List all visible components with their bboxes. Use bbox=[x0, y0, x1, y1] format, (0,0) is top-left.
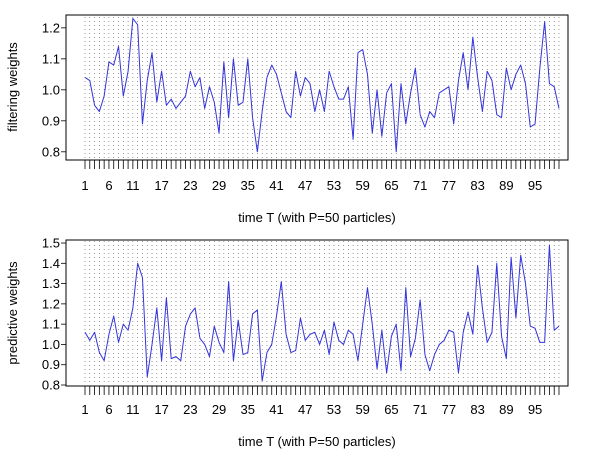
filtering-x-tick-label: 77 bbox=[442, 178, 456, 193]
filtering-x-tick-label: 71 bbox=[413, 178, 427, 193]
filtering-series bbox=[84, 18, 560, 153]
predictive-x-tick-label: 17 bbox=[154, 402, 168, 417]
predictive-x-tick-label: 89 bbox=[499, 402, 513, 417]
predictive-y-tick-label: 0.8 bbox=[42, 378, 60, 393]
filtering-x-tick-label: 83 bbox=[470, 178, 484, 193]
predictive-series bbox=[84, 244, 560, 382]
filtering-x-tick-label: 95 bbox=[528, 178, 542, 193]
filtering-x-tick-label: 41 bbox=[269, 178, 283, 193]
predictive-y-tick-label: 1.5 bbox=[42, 236, 60, 251]
filtering-x-tick-label: 47 bbox=[298, 178, 312, 193]
predictive-y-tick-label: 1.3 bbox=[42, 276, 60, 291]
filtering-y-axis: 0.8 0.9 1.0 1.1 1.2 bbox=[42, 20, 66, 159]
predictive-y-axis-label: predictive weights bbox=[5, 261, 20, 365]
predictive-x-tick-label: 1 bbox=[81, 402, 88, 417]
predictive-x-tick-label: 23 bbox=[183, 402, 197, 417]
filtering-y-tick-label: 1.0 bbox=[42, 82, 60, 97]
filtering-x-tick-label: 29 bbox=[212, 178, 226, 193]
predictive-y-tick-label: 1.2 bbox=[42, 296, 60, 311]
predictive-x-tick-label: 95 bbox=[528, 402, 542, 417]
filtering-x-ticks: 1 6 11 17 23 29 35 41 47 53 59 65 71 77 83 89 95 bbox=[81, 160, 560, 193]
predictive-y-tick-label: 0.9 bbox=[42, 357, 60, 372]
filtering-x-tick-label: 23 bbox=[183, 178, 197, 193]
predictive-x-tick-label: 11 bbox=[126, 402, 140, 417]
filtering-plot-box bbox=[65, 14, 569, 161]
predictive-weights-panel: 1 6 11 17 23 29 35 41 47 53 59 65 71 77 83 89 95 0.8 0.9 1… bbox=[5, 236, 569, 449]
predictive-x-tick-label: 77 bbox=[442, 402, 456, 417]
filtering-x-tick-label: 65 bbox=[384, 178, 398, 193]
filtering-series-line bbox=[84, 18, 560, 153]
predictive-x-axis-label: time T (with P=50 particles) bbox=[238, 434, 395, 449]
filtering-x-tick-label: 53 bbox=[327, 178, 341, 193]
predictive-x-tick-label: 41 bbox=[269, 402, 283, 417]
predictive-x-tick-label: 53 bbox=[327, 402, 341, 417]
filtering-x-tick-label: 59 bbox=[355, 178, 369, 193]
filtering-weights-panel: 1 6 11 17 23 29 35 41 47 53 59 65 71 77 83 89 95 0.8 0.9 1… bbox=[5, 14, 569, 225]
predictive-y-tick-label: 1.4 bbox=[42, 256, 60, 271]
predictive-plot-box bbox=[65, 239, 569, 387]
predictive-x-tick-label: 29 bbox=[212, 402, 226, 417]
filtering-y-tick-label: 0.9 bbox=[42, 113, 60, 128]
predictive-x-tick-label: 65 bbox=[384, 402, 398, 417]
predictive-y-tick-label: 1.1 bbox=[42, 317, 60, 332]
predictive-x-tick-label: 59 bbox=[355, 402, 369, 417]
predictive-x-tick-label: 6 bbox=[105, 402, 112, 417]
filtering-y-tick-label: 0.8 bbox=[42, 144, 60, 159]
predictive-y-axis: 0.8 0.9 1.0 1.1 1.2 1.3 1.4 1.5 bbox=[42, 236, 66, 393]
filtering-x-tick-label: 6 bbox=[105, 178, 112, 193]
filtering-x-tick-label: 11 bbox=[126, 178, 140, 193]
filtering-x-tick-label: 17 bbox=[154, 178, 168, 193]
predictive-y-tick-label: 1.0 bbox=[42, 337, 60, 352]
predictive-x-tick-label: 47 bbox=[298, 402, 312, 417]
predictive-series-line bbox=[84, 244, 560, 382]
filtering-x-tick-label: 35 bbox=[241, 178, 255, 193]
filtering-y-tick-label: 1.2 bbox=[42, 20, 60, 35]
filtering-x-axis-label: time T (with P=50 particles) bbox=[238, 210, 395, 225]
predictive-x-ticks: 1 6 11 17 23 29 35 41 47 53 59 65 71 77 83 89 95 bbox=[81, 386, 560, 417]
filtering-y-axis-label: filtering weights bbox=[5, 42, 20, 132]
filtering-y-tick-label: 1.1 bbox=[42, 51, 60, 66]
filtering-x-tick-label: 1 bbox=[81, 178, 88, 193]
predictive-x-tick-label: 83 bbox=[470, 402, 484, 417]
predictive-x-tick-label: 71 bbox=[413, 402, 427, 417]
filtering-x-tick-label: 89 bbox=[499, 178, 513, 193]
predictive-x-tick-label: 35 bbox=[241, 402, 255, 417]
